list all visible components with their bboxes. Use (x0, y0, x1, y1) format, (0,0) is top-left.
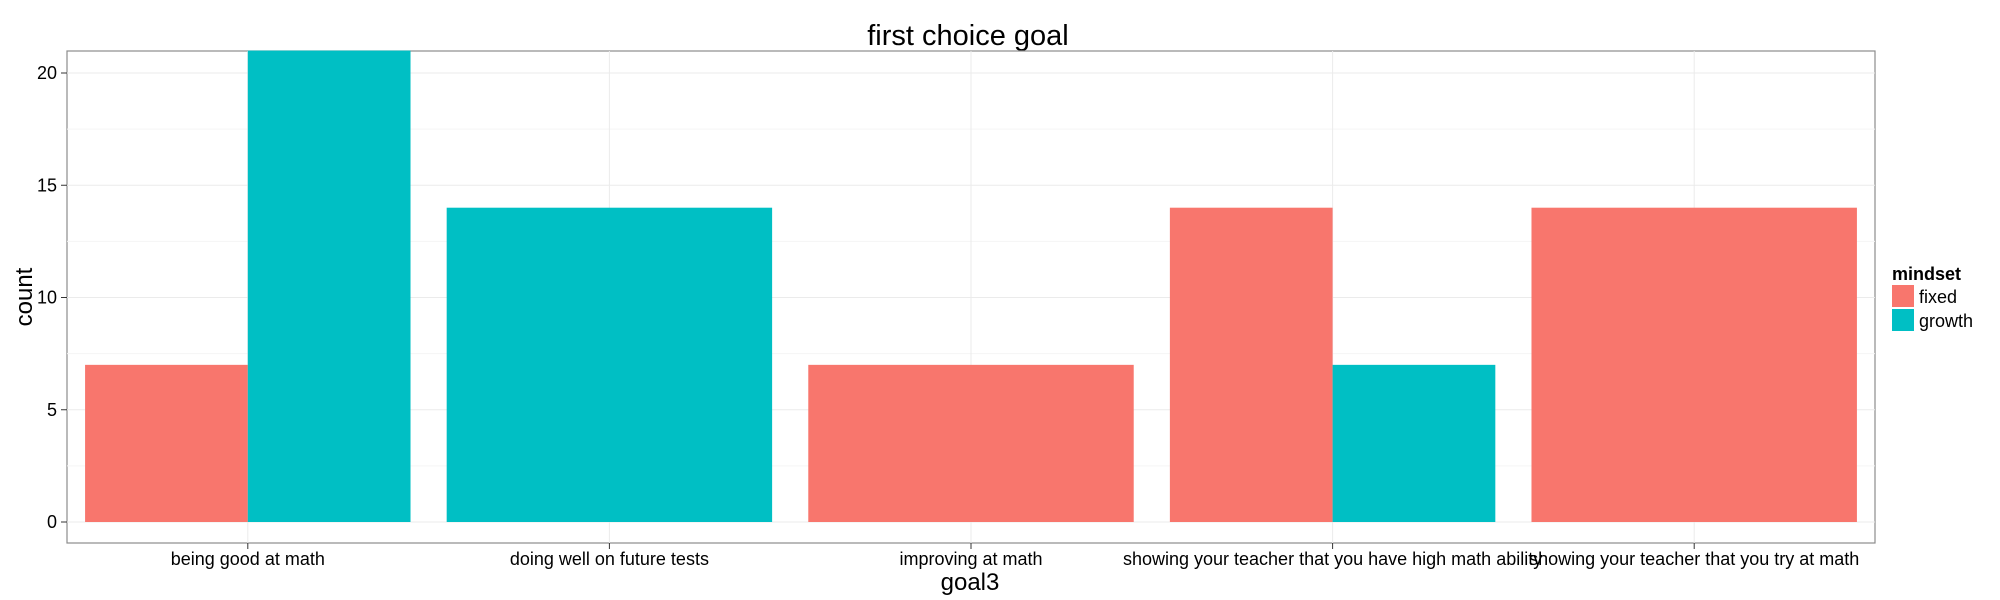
bar-fixed (808, 364, 1134, 522)
bars (85, 50, 1857, 523)
x-tick-label: showing your teacher that you try at mat… (1529, 549, 1859, 569)
bar-growth (1332, 364, 1496, 522)
x-tick-label: being good at math (171, 549, 325, 569)
legend: mindset fixed growth (1892, 264, 1973, 331)
legend-label-growth: growth (1919, 311, 1973, 331)
legend-title: mindset (1892, 264, 1961, 284)
y-tick-label: 10 (37, 288, 57, 308)
x-axis: being good at math doing well on future t… (171, 543, 1859, 569)
y-axis: 0 5 10 15 20 (37, 63, 67, 532)
bar-fixed (1531, 207, 1857, 522)
bar-growth (446, 207, 773, 522)
y-tick-label: 15 (37, 175, 57, 195)
x-axis-title: goal3 (941, 569, 1000, 596)
legend-label-fixed: fixed (1919, 287, 1957, 307)
y-tick-label: 0 (47, 512, 57, 532)
x-tick-label: doing well on future tests (510, 549, 709, 569)
y-tick-label: 20 (37, 63, 57, 83)
bar-fixed (1169, 207, 1333, 522)
legend-key-growth (1892, 309, 1914, 331)
y-tick-label: 5 (47, 400, 57, 420)
bar-growth (247, 50, 411, 523)
bar-fixed (85, 364, 248, 522)
chart-title: first choice goal (867, 20, 1069, 52)
x-tick-label: improving at math (899, 549, 1042, 569)
legend-key-fixed (1892, 285, 1914, 307)
x-tick-label: showing your teacher that you have high … (1123, 549, 1542, 569)
y-axis-title: count (11, 267, 38, 326)
